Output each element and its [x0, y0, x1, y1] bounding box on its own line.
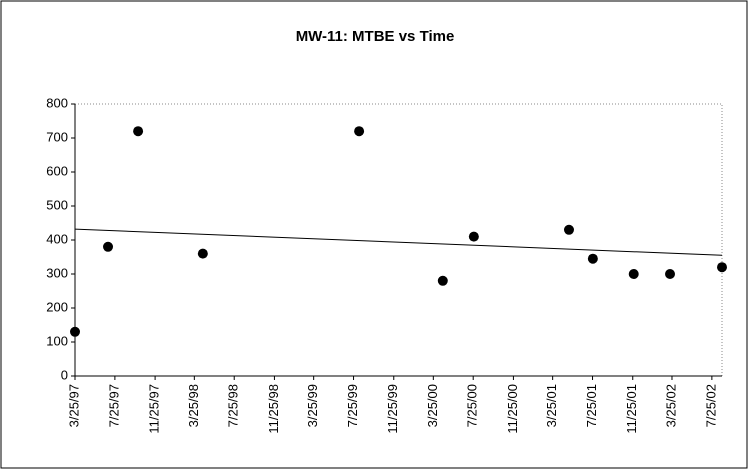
y-tick-label: 600 [46, 163, 68, 178]
trendline [74, 228, 723, 256]
x-tick-label: 11/25/00 [505, 384, 520, 434]
data-point [628, 269, 639, 279]
y-tick-label: 300 [46, 265, 68, 280]
data-point [133, 126, 144, 137]
y-tick-label: 100 [46, 333, 68, 348]
x-tick-label: 7/25/98 [226, 384, 241, 427]
y-tick-label: 0 [61, 367, 68, 382]
data-point [354, 126, 365, 137]
y-tick-label: 700 [46, 129, 68, 144]
data-point [563, 224, 574, 235]
x-tick-label: 11/25/97 [147, 384, 162, 434]
x-tick-label: 7/25/01 [584, 384, 599, 427]
data-point [468, 231, 479, 242]
data-point [717, 262, 727, 273]
chart-title: MW-11: MTBE vs Time [296, 28, 455, 45]
data-point [70, 326, 80, 337]
x-tick-label: 7/25/02 [703, 384, 718, 427]
x-tick-label: 3/25/97 [66, 384, 81, 427]
x-tick-label: 11/25/98 [266, 384, 281, 434]
data-point [437, 275, 448, 286]
x-tick-label: 11/25/01 [624, 384, 639, 434]
x-tick-label: 3/25/01 [544, 384, 559, 427]
x-tick-label: 3/25/98 [186, 384, 201, 427]
data-point [197, 248, 208, 259]
x-tick-label: 3/25/02 [663, 384, 678, 427]
data-point [665, 269, 676, 279]
x-tick-label: 11/25/99 [385, 384, 400, 434]
y-tick-label: 500 [46, 197, 68, 212]
y-tick-label: 800 [46, 95, 68, 110]
x-tick-label: 3/25/00 [425, 384, 440, 427]
x-tick-label: 7/25/97 [106, 384, 121, 427]
y-tick-label: 200 [46, 299, 68, 314]
x-tick-label: 7/25/99 [345, 384, 360, 427]
x-tick-label: 3/25/99 [305, 384, 320, 427]
x-tick-label: 7/25/00 [465, 384, 480, 427]
data-point [587, 253, 598, 264]
data-point [103, 241, 114, 252]
y-tick-label: 400 [46, 231, 68, 246]
